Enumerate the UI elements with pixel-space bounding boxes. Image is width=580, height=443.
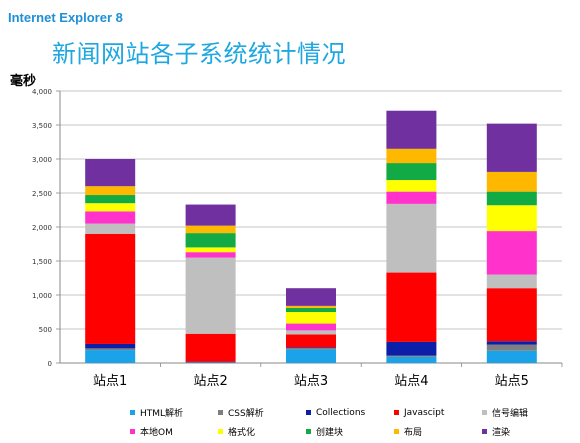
bar-segment-布局-站点3 [286, 305, 336, 308]
bar-segment-Collections-站点5 [486, 341, 537, 345]
bar-segment-信号编辑-站点2 [185, 257, 236, 334]
bar-segment-布局-站点2 [185, 225, 236, 234]
bar-segment-HTML解析-站点4 [386, 356, 437, 363]
bar-segment-Collections-站点4 [386, 341, 437, 356]
x-tick-label: 站点2 [193, 374, 227, 389]
legend-label: CSS解析 [228, 409, 264, 419]
bar-segment-HTML解析-站点5 [486, 350, 537, 363]
x-tick-label: 站点5 [495, 374, 529, 389]
legend-item: HTML解析 [130, 406, 218, 419]
legend-swatch [394, 410, 399, 415]
x-tick-label: 站点4 [394, 374, 428, 389]
legend-label: 信号编辑 [492, 409, 529, 419]
legend-item: Collections [306, 406, 394, 419]
browser-name: Internet Explorer 8 [8, 10, 123, 25]
legend-item: 布局 [394, 425, 482, 438]
legend-item: 本地OM [130, 425, 218, 438]
legend-label: HTML解析 [140, 409, 184, 419]
bar-segment-本地OM-站点5 [486, 231, 537, 275]
y-tick-label: 0 [48, 360, 52, 368]
y-tick-label: 4,000 [32, 88, 52, 96]
window-header: Internet Explorer 8 [0, 0, 580, 34]
bar-segment-渲染-站点3 [286, 288, 336, 306]
bar-segment-创建块-站点5 [486, 191, 537, 206]
bar-segment-本地OM-站点4 [386, 191, 437, 204]
y-tick-label: 1,500 [32, 258, 52, 266]
bar-segment-格式化-站点5 [486, 205, 537, 232]
bar-segment-CSS解析-站点5 [486, 344, 537, 351]
bar-segment-渲染-站点2 [185, 204, 236, 226]
bar-segment-创建块-站点1 [85, 195, 136, 204]
bar-segment-渲染-站点5 [486, 123, 537, 172]
legend-item: 格式化 [218, 425, 306, 438]
bar-segment-本地OM-站点1 [85, 211, 136, 224]
legend-item: Javascipt [394, 406, 482, 419]
bar-segment-Collections-站点1 [85, 343, 136, 349]
bar-segment-CSS解析-站点2 [185, 362, 236, 363]
bar-segment-布局-站点4 [386, 148, 437, 164]
bar-segment-HTML解析-站点3 [286, 349, 336, 363]
x-tick-label: 站点3 [294, 374, 328, 389]
bar-segment-格式化-站点3 [286, 312, 336, 324]
legend-label: 创建块 [316, 428, 344, 438]
legend-swatch [306, 429, 311, 434]
legend-swatch [306, 410, 311, 415]
y-axis-label: 毫秒 [10, 74, 37, 89]
y-tick-label: 500 [39, 326, 52, 334]
bar-segment-布局-站点5 [486, 171, 537, 192]
legend-label: 渲染 [492, 428, 511, 438]
bar-segment-Collections-站点2 [185, 361, 236, 363]
bar-segment-格式化-站点1 [85, 203, 136, 212]
bar-segment-Javascipt-站点5 [486, 288, 537, 342]
bar-segment-CSS解析-站点3 [286, 348, 336, 350]
bar-segment-信号编辑-站点4 [386, 203, 437, 273]
bar-segment-本地OM-站点2 [185, 252, 236, 258]
legend-item: 渲染 [482, 425, 570, 438]
bar-segment-渲染-站点4 [386, 110, 437, 149]
bar-segment-Javascipt-站点2 [185, 333, 236, 362]
bar-segment-CSS解析-站点4 [386, 355, 437, 357]
legend-swatch [394, 429, 399, 434]
legend-label: Collections [316, 407, 366, 418]
legend-swatch [218, 429, 223, 434]
bar-segment-布局-站点1 [85, 186, 136, 196]
bar-segment-HTML解析-站点1 [85, 350, 136, 363]
legend-label: Javascipt [404, 407, 445, 418]
y-tick-label: 3,000 [32, 156, 52, 164]
legend-swatch [482, 410, 487, 415]
bar-segment-创建块-站点4 [386, 163, 437, 181]
bar-segment-本地OM-站点3 [286, 323, 336, 331]
bar-segment-格式化-站点4 [386, 180, 437, 192]
bar-segment-Javascipt-站点1 [85, 233, 136, 344]
legend-swatch [218, 410, 223, 415]
legend-swatch [130, 429, 135, 434]
legend-item: 信号编辑 [482, 406, 570, 419]
bar-segment-信号编辑-站点1 [85, 223, 136, 234]
legend-label: 本地OM [140, 428, 173, 438]
bar-segment-Collections-站点3 [286, 347, 336, 349]
bar-segment-格式化-站点2 [185, 247, 236, 253]
bar-segment-创建块-站点2 [185, 233, 236, 248]
legend-item: 创建块 [306, 425, 394, 438]
bar-segment-Javascipt-站点4 [386, 272, 437, 342]
bar-segment-信号编辑-站点3 [286, 330, 336, 335]
bar-segment-创建块-站点3 [286, 307, 336, 312]
y-tick-label: 2,000 [32, 224, 52, 232]
bar-segment-信号编辑-站点5 [486, 274, 537, 289]
legend-label: 布局 [404, 428, 423, 438]
bar-segment-渲染-站点1 [85, 159, 136, 187]
y-tick-label: 2,500 [32, 190, 52, 198]
y-tick-label: 1,000 [32, 292, 52, 300]
bar-segment-Javascipt-站点3 [286, 334, 336, 348]
legend-item: CSS解析 [218, 406, 306, 419]
legend-swatch [130, 410, 135, 415]
x-tick-label: 站点1 [93, 374, 127, 389]
legend-swatch [482, 429, 487, 434]
bar-segment-CSS解析-站点1 [85, 348, 136, 351]
legend-label: 格式化 [228, 428, 256, 438]
chart-legend: HTML解析 CSS解析 Collections Javascipt 信号编辑本地OM 格… [130, 406, 570, 438]
y-tick-label: 3,500 [32, 122, 52, 130]
chart-title: 新闻网站各子系统统计情况 [52, 40, 346, 68]
